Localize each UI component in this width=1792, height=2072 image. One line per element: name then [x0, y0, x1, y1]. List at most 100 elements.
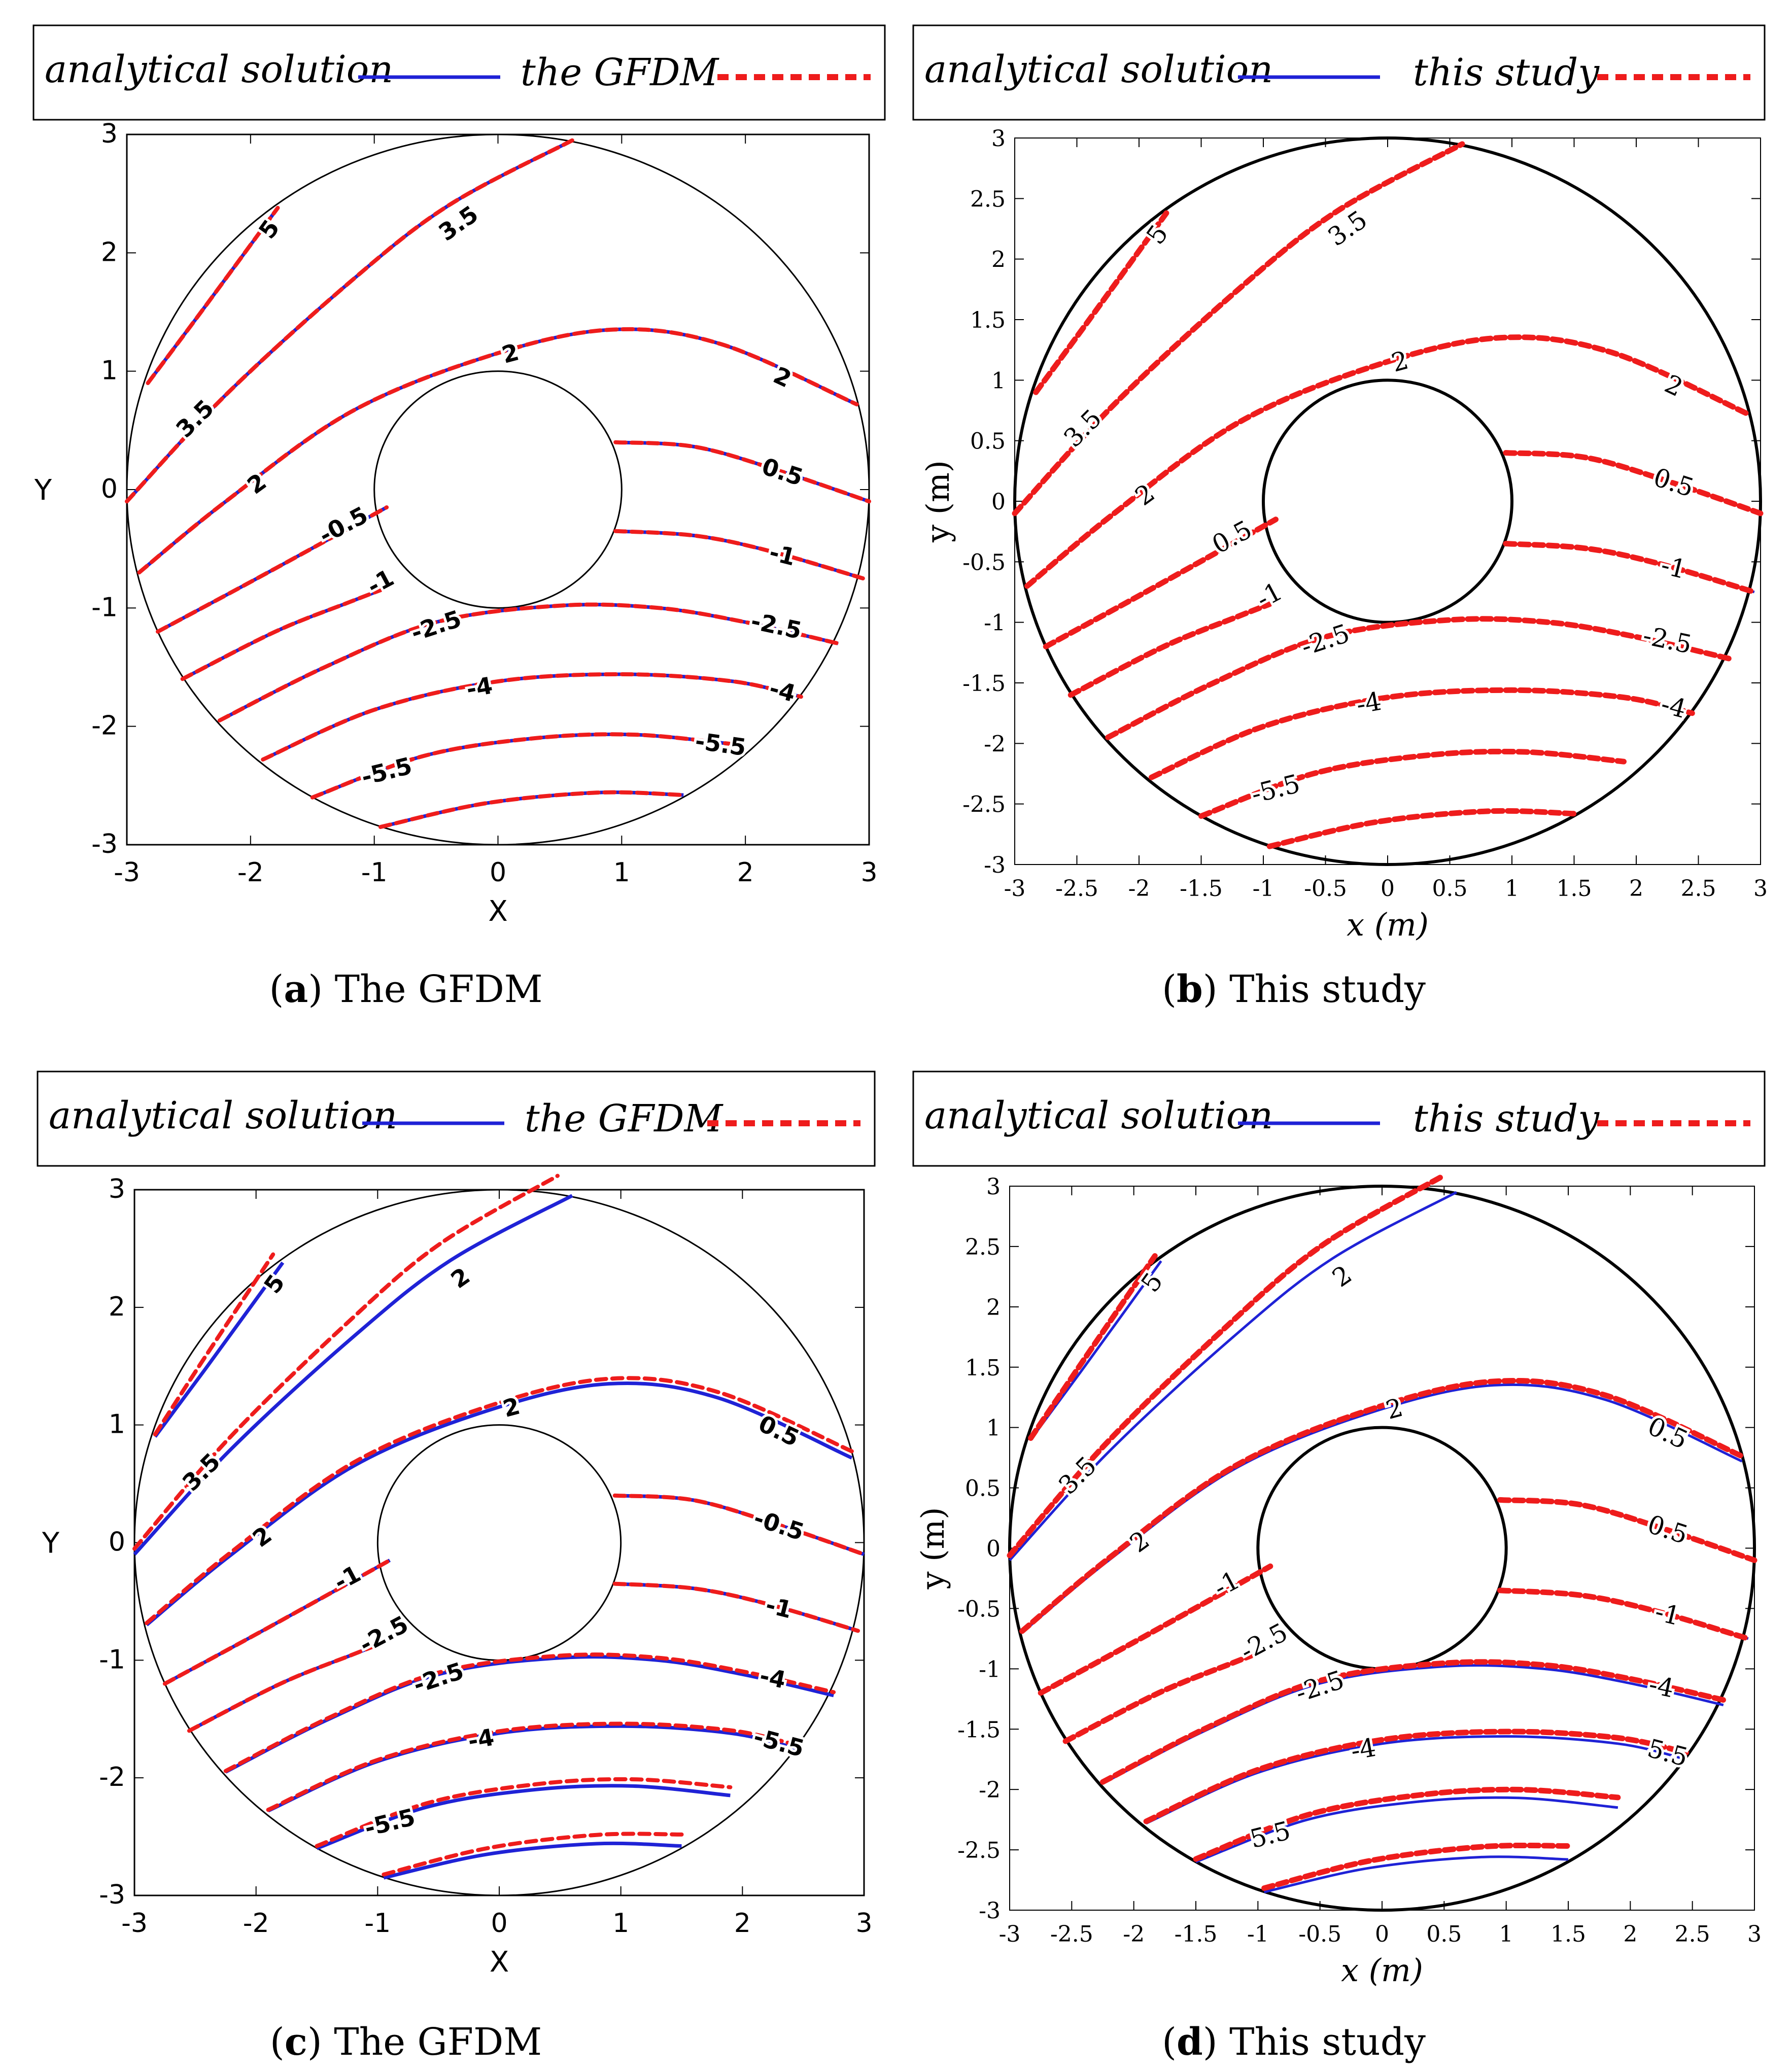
y-tick-label: 0.5 — [965, 1476, 1001, 1502]
analytical-contour — [614, 1582, 858, 1633]
inner-boundary — [373, 370, 623, 609]
numerical-contour — [162, 1558, 392, 1686]
panel-caption: (c) The GFDM — [270, 2020, 542, 2064]
contour-label: 2 — [446, 1262, 475, 1294]
contour-label: 2 — [1327, 1260, 1357, 1293]
y-axis-label: y (m) — [919, 460, 956, 543]
y-tick-label: -2 — [99, 1762, 125, 1792]
domain-boundaries — [133, 1189, 865, 1896]
y-tick-label: 1 — [986, 1415, 1001, 1441]
x-tick-label: -2 — [237, 857, 264, 888]
x-tick-label: -2 — [243, 1908, 269, 1939]
numerical-contour — [1149, 687, 1695, 780]
y-tick-label: -1 — [979, 1656, 1001, 1682]
contour-lines — [1007, 1172, 1757, 1893]
numerical-contour — [1024, 334, 1751, 589]
panel-caption: (d) This study — [1162, 2020, 1426, 2064]
ticks: -3 -2.5 -2 -1.5 -1 -0.5 0 0.5 1 1.5 2 2.5 3 -3 -2.5 -2 -… — [957, 1174, 1762, 1947]
numerical-contour — [1193, 1786, 1621, 1862]
numerical-contour — [1012, 141, 1465, 516]
y-tick-label: -3 — [979, 1898, 1001, 1924]
y-axis-label: Y — [34, 474, 52, 507]
contour-label: -2.5 — [1640, 620, 1694, 660]
contour-label: 3.5 — [177, 1447, 226, 1496]
numerical-contour — [156, 505, 389, 634]
numerical-contour — [382, 1832, 684, 1877]
x-tick-label: 1 — [1505, 876, 1519, 902]
legend-label-analytical: analytical solution — [45, 48, 393, 91]
y-axis-label: y (m) — [914, 1507, 951, 1590]
x-tick-label: -1.5 — [1180, 876, 1223, 902]
y-tick-label: 2 — [101, 237, 118, 267]
analytical-contour — [145, 1381, 853, 1627]
x-tick-label: 3 — [1753, 876, 1768, 902]
inner-boundary — [1262, 378, 1513, 624]
y-tick-label: 1 — [101, 356, 118, 386]
contour-label: -1 — [767, 538, 799, 571]
analytical-contour — [1505, 452, 1761, 515]
numerical-contour — [261, 672, 803, 762]
x-tick-label: 1.5 — [1557, 876, 1592, 902]
y-tick-label: 0 — [109, 1527, 125, 1558]
analytical-contour — [615, 529, 864, 580]
numerical-contour — [132, 1173, 560, 1551]
numerical-contour — [1198, 748, 1627, 819]
y-tick-label: -1.5 — [957, 1717, 1001, 1743]
legend-label-numerical: the GFDM — [525, 1097, 724, 1141]
x-tick-label: -1 — [364, 1908, 391, 1939]
x-tick-label: 0 — [1375, 1921, 1389, 1947]
contour-label: -5.5 — [694, 727, 748, 761]
caption-text: This study — [1229, 968, 1426, 1011]
caption-text: This study — [1229, 2020, 1426, 2064]
y-tick-label: -1 — [99, 1644, 125, 1675]
inner-boundary — [1256, 1426, 1508, 1671]
legend-label-numerical: this study — [1413, 51, 1600, 94]
x-tick-label: -3 — [114, 857, 140, 888]
analytical-contour — [1500, 1589, 1749, 1640]
outer-boundary — [1013, 136, 1762, 866]
x-tick-label: 2 — [734, 1908, 751, 1939]
contour-label: 0.5 — [1650, 462, 1698, 503]
y-tick-label: -1.5 — [962, 671, 1006, 697]
legend-box — [912, 1070, 1766, 1167]
legend: analytical solution the GFDM — [32, 24, 886, 121]
y-tick-label: 0 — [986, 1536, 1001, 1562]
numerical-contour — [217, 602, 840, 722]
numerical-contour — [1503, 450, 1764, 516]
contour-label: -5.5 — [751, 1723, 807, 1763]
contour-lines — [125, 138, 871, 829]
y-tick-label: 3 — [101, 119, 118, 149]
caption-paren-open: ( — [269, 968, 284, 1011]
y-tick-label: -0.5 — [957, 1596, 1001, 1622]
x-tick-label: -3 — [121, 1908, 148, 1939]
contour-lines — [132, 1173, 866, 1880]
outer-boundary — [1008, 1185, 1756, 1912]
y-tick-label: -3 — [984, 852, 1006, 878]
numerical-contour — [1062, 1648, 1267, 1744]
y-tick-label: -1 — [984, 610, 1006, 636]
numerical-contour — [1028, 1253, 1158, 1441]
numerical-contour — [146, 205, 280, 385]
numerical-contour — [180, 588, 383, 681]
x-tick-label: -1 — [361, 857, 388, 888]
contour-label: -4 — [466, 1723, 496, 1755]
analytical-contour — [133, 1194, 573, 1556]
numerical-contour — [1038, 1563, 1273, 1696]
y-tick-label: -0.5 — [962, 549, 1006, 575]
y-tick-label: -2.5 — [957, 1838, 1001, 1863]
contour-label: -2.5 — [407, 605, 464, 646]
numerical-contour — [1043, 516, 1279, 649]
legend: analytical solution this study — [912, 1070, 1766, 1167]
contour-label: -4 — [757, 1662, 788, 1694]
caption-paren-close: ) — [307, 2020, 334, 2064]
caption-text: The GFDM — [334, 2020, 542, 2064]
panel-caption: (b) This study — [1162, 968, 1426, 1011]
panel-d: analytical solution this study -3 -2.5 -2 -1.… — [912, 1070, 1766, 2064]
panel-c: analytical solution the GFDM-3 -2 -1 0 1 2 3-3-… — [37, 1070, 876, 2064]
x-tick-label: -1.5 — [1175, 1921, 1218, 1947]
contour-label: -4 — [1349, 1733, 1378, 1766]
numerical-contour — [266, 1721, 800, 1812]
x-tick-label: 2 — [1623, 1921, 1637, 1947]
outer-boundary — [133, 1189, 865, 1896]
